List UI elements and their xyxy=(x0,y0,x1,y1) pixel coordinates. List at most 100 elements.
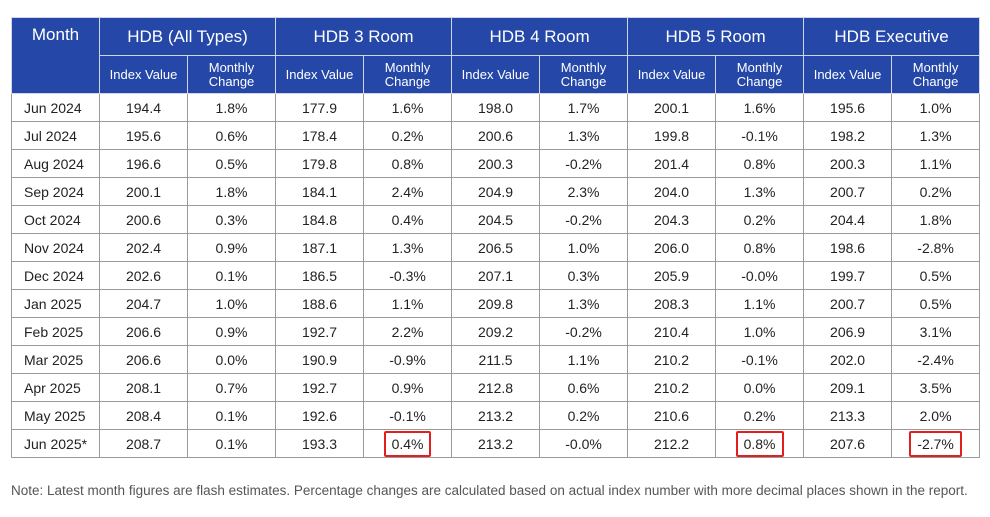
month-cell: Sep 2024 xyxy=(11,177,100,206)
index-value-cell: 186.5 xyxy=(275,261,365,290)
monthly-change-cell: 3.5% xyxy=(891,373,981,402)
group-header-4-room: HDB 4 Room xyxy=(451,17,629,56)
index-value-cell: 208.1 xyxy=(99,373,188,402)
monthly-change-cell: 0.4% xyxy=(363,429,453,458)
index-value-cell: 199.8 xyxy=(627,121,717,150)
subheader-monthly-change: Monthly Change xyxy=(891,55,981,94)
month-cell: Aug 2024 xyxy=(11,149,100,178)
index-value-cell: 187.1 xyxy=(275,233,365,262)
subheader-monthly-change: Monthly Change xyxy=(186,55,277,94)
index-value-cell: 177.9 xyxy=(275,93,365,122)
monthly-change-cell: 0.8% xyxy=(715,149,805,178)
group-header-executive: HDB Executive xyxy=(803,17,981,56)
subheader-index-value: Index Value xyxy=(451,55,541,94)
hdb-price-index-table-wrap: Month HDB (All Types) HDB 3 Room HDB 4 R… xyxy=(11,17,981,458)
monthly-change-cell: 2.4% xyxy=(363,177,453,206)
monthly-change-cell: -0.2% xyxy=(539,317,629,346)
index-value-cell: 200.3 xyxy=(451,149,541,178)
index-value-cell: 202.0 xyxy=(803,345,893,374)
monthly-change-cell: 1.3% xyxy=(891,121,981,150)
index-value-cell: 206.0 xyxy=(627,233,717,262)
monthly-change-cell: 0.6% xyxy=(186,121,277,150)
index-value-cell: 206.9 xyxy=(803,317,893,346)
index-value-cell: 200.1 xyxy=(99,177,188,206)
index-value-cell: 211.5 xyxy=(451,345,541,374)
index-value-cell: 210.2 xyxy=(627,373,717,402)
index-value-cell: 209.8 xyxy=(451,289,541,318)
index-value-cell: 209.1 xyxy=(803,373,893,402)
month-cell: Mar 2025 xyxy=(11,345,100,374)
index-value-cell: 205.9 xyxy=(627,261,717,290)
monthly-change-cell: 0.3% xyxy=(186,205,277,234)
monthly-change-cell: 0.8% xyxy=(363,149,453,178)
table-row: Jul 2024 195.6 0.6% 178.4 0.2% 200.6 1.3% 199.8… xyxy=(11,121,981,150)
monthly-change-cell: 0.9% xyxy=(363,373,453,402)
index-value-cell: 212.8 xyxy=(451,373,541,402)
month-cell: Jul 2024 xyxy=(11,121,100,150)
monthly-change-cell: -0.0% xyxy=(539,429,629,458)
index-value-cell: 209.2 xyxy=(451,317,541,346)
monthly-change-cell: -0.2% xyxy=(539,149,629,178)
monthly-change-cell: 2.0% xyxy=(891,401,981,430)
group-header-all-types: HDB (All Types) xyxy=(98,17,277,56)
monthly-change-cell: -0.1% xyxy=(363,401,453,430)
table-row: Jun 2024 194.4 1.8% 177.9 1.6% 198.0 1.7% 200.1… xyxy=(11,93,981,122)
index-value-cell: 202.6 xyxy=(99,261,188,290)
table-row: Dec 2024 202.6 0.1% 186.5 -0.3% 207.1 0.3% 205.… xyxy=(11,261,981,290)
monthly-change-cell: 0.1% xyxy=(186,429,277,458)
index-value-cell: 207.6 xyxy=(803,429,893,458)
month-cell: Dec 2024 xyxy=(11,261,100,290)
index-value-cell: 206.5 xyxy=(451,233,541,262)
month-header: Month xyxy=(11,17,100,94)
monthly-change-cell: 0.5% xyxy=(891,289,981,318)
monthly-change-cell: 1.1% xyxy=(539,345,629,374)
index-value-cell: 192.7 xyxy=(275,317,365,346)
index-value-cell: 184.1 xyxy=(275,177,365,206)
monthly-change-cell: -0.9% xyxy=(363,345,453,374)
index-value-cell: 204.9 xyxy=(451,177,541,206)
index-value-cell: 200.6 xyxy=(451,121,541,150)
monthly-change-cell: 1.6% xyxy=(715,93,805,122)
monthly-change-cell: 0.2% xyxy=(715,401,805,430)
subheader-index-value: Index Value xyxy=(803,55,893,94)
index-value-cell: 195.6 xyxy=(99,121,188,150)
table-row: Feb 2025 206.6 0.9% 192.7 2.2% 209.2 -0.2% 210.… xyxy=(11,317,981,346)
table-row: Sep 2024 200.1 1.8% 184.1 2.4% 204.9 2.3% 204.0… xyxy=(11,177,981,206)
month-cell: Feb 2025 xyxy=(11,317,100,346)
monthly-change-cell: 3.1% xyxy=(891,317,981,346)
table-row: Oct 2024 200.6 0.3% 184.8 0.4% 204.5 -0.2% 204.… xyxy=(11,205,981,234)
table-row: Nov 2024 202.4 0.9% 187.1 1.3% 206.5 1.0% 206.0… xyxy=(11,233,981,262)
monthly-change-cell: 1.3% xyxy=(363,233,453,262)
monthly-change-cell: -2.4% xyxy=(891,345,981,374)
index-value-cell: 192.6 xyxy=(275,401,365,430)
monthly-change-cell: 1.1% xyxy=(363,289,453,318)
monthly-change-cell: 0.4% xyxy=(363,205,453,234)
subheader-monthly-change: Monthly Change xyxy=(539,55,629,94)
monthly-change-cell: 0.2% xyxy=(891,177,981,206)
index-value-cell: 199.7 xyxy=(803,261,893,290)
subheader-index-value: Index Value xyxy=(99,55,188,94)
monthly-change-cell: 1.0% xyxy=(715,317,805,346)
index-value-cell: 210.6 xyxy=(627,401,717,430)
month-cell: May 2025 xyxy=(11,401,100,430)
monthly-change-cell: 0.7% xyxy=(186,373,277,402)
index-value-cell: 204.0 xyxy=(627,177,717,206)
index-value-cell: 213.3 xyxy=(803,401,893,430)
highlighted-change: -2.7% xyxy=(909,430,962,457)
monthly-change-cell: -0.1% xyxy=(715,121,805,150)
monthly-change-cell: 0.8% xyxy=(715,233,805,262)
monthly-change-cell: -2.7% xyxy=(891,429,981,458)
monthly-change-cell: 1.3% xyxy=(539,289,629,318)
monthly-change-cell: 0.6% xyxy=(539,373,629,402)
month-cell: Nov 2024 xyxy=(11,233,100,262)
index-value-cell: 198.6 xyxy=(803,233,893,262)
index-value-cell: 198.0 xyxy=(451,93,541,122)
index-value-cell: 206.6 xyxy=(99,317,188,346)
index-value-cell: 206.6 xyxy=(99,345,188,374)
index-value-cell: 202.4 xyxy=(99,233,188,262)
monthly-change-cell: -0.2% xyxy=(539,205,629,234)
index-value-cell: 200.7 xyxy=(803,177,893,206)
index-value-cell: 204.7 xyxy=(99,289,188,318)
month-cell: Jun 2024 xyxy=(11,93,100,122)
table-row: Jun 2025* 208.7 0.1% 193.3 0.4% 213.2 -0.0% 212… xyxy=(11,429,981,458)
